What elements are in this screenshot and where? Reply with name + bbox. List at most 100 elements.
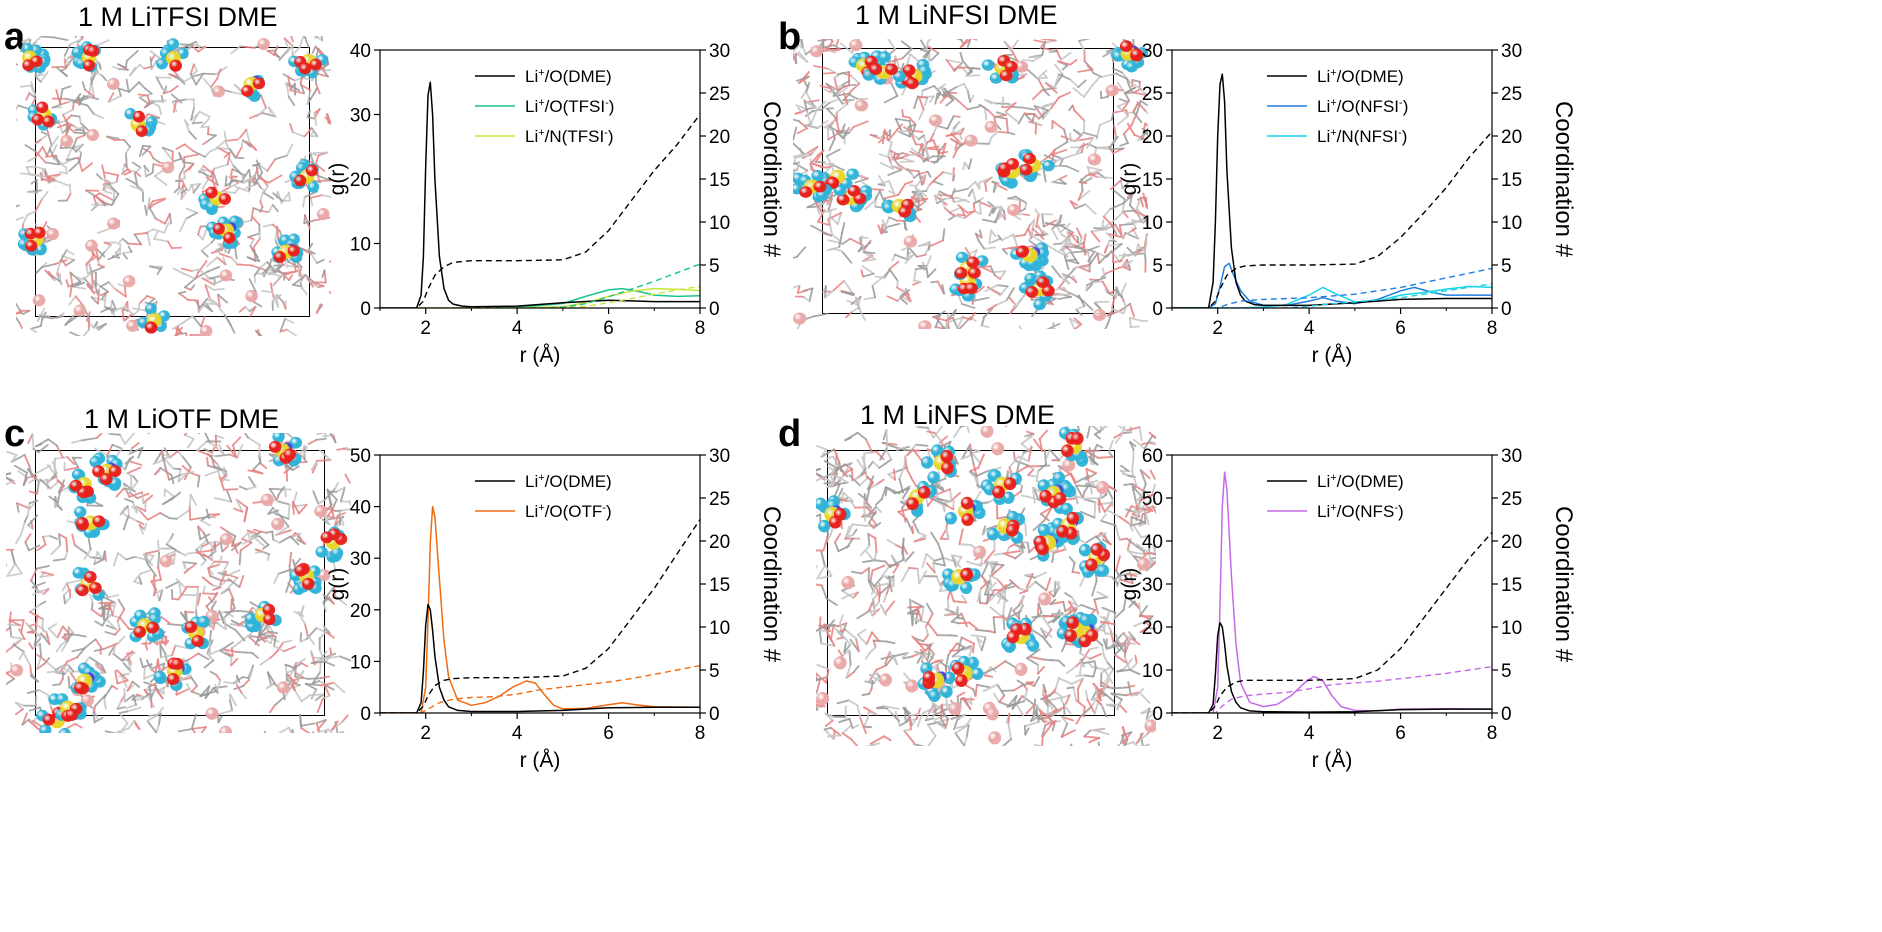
y2-tick-label: 0	[709, 299, 720, 320]
y-axis-label: g(r)	[1118, 163, 1141, 196]
y2-tick-label: 0	[1501, 299, 1512, 320]
legend: Li+/O(DME) Li+/O(TFSI-) Li+/N(TFSI-)	[475, 67, 614, 146]
x-tick-label: 8	[1487, 723, 1498, 744]
solvent-sticks	[6, 433, 351, 733]
y-tick-label: 30	[350, 549, 371, 570]
y-tick-label: 40	[350, 498, 371, 519]
y-tick-label: 20	[1142, 618, 1163, 639]
legend-entry: Li+/O(DME)	[1317, 67, 1404, 86]
y-tick-label: 10	[1142, 661, 1163, 682]
y2-tick-label: 0	[709, 704, 720, 725]
y2-tick-label: 5	[709, 661, 720, 682]
anion-clusters	[793, 40, 1148, 311]
y-tick-label: 20	[350, 170, 371, 191]
plot-frame	[379, 49, 701, 309]
y-axis-label: g(r)	[1118, 568, 1141, 601]
y2-tick-label: 30	[709, 446, 730, 467]
simulation-snapshot-c	[6, 433, 351, 733]
simulation-title-d: 1 M LiNFS DME	[860, 400, 1056, 430]
molecular-render-a	[16, 36, 331, 336]
legend: Li+/O(DME) Li+/O(NFSI-) Li+/N(NFSI-)	[1267, 67, 1408, 146]
coordination-line-2	[1172, 665, 1492, 713]
y-tick-label: 0	[360, 299, 371, 320]
coordination-line-5	[380, 114, 700, 308]
x-tick-label: 4	[512, 723, 523, 744]
y2-tick-label: 25	[709, 84, 730, 105]
y2-tick-label: 10	[709, 618, 730, 639]
y2-axis-label: Coordination #	[1550, 506, 1577, 663]
simulation-snapshot-b	[793, 39, 1148, 329]
y2-tick-label: 30	[1501, 41, 1522, 62]
lithium-ions	[793, 39, 1119, 329]
lithium-ions	[10, 440, 331, 733]
y-tick-label: 15	[1142, 170, 1163, 191]
x-tick-label: 4	[1304, 318, 1315, 339]
y2-axis-label: Coordination #	[758, 506, 785, 663]
y-tick-label: 10	[1142, 213, 1163, 234]
y2-tick-label: 5	[709, 256, 720, 277]
panel-label-a: a	[4, 16, 26, 58]
y2-axis-label: Coordination #	[1550, 101, 1577, 258]
y-tick-label: 10	[350, 235, 371, 256]
panel-label-d: d	[778, 413, 802, 455]
y-tick-label: 0	[1152, 704, 1163, 725]
x-tick-label: 6	[1395, 318, 1406, 339]
y-tick-label: 50	[1142, 489, 1163, 510]
y2-tick-label: 20	[1501, 127, 1522, 148]
y-tick-label: 10	[350, 652, 371, 673]
y-tick-label: 0	[1152, 299, 1163, 320]
y-tick-label: 5	[1152, 256, 1163, 277]
legend-entry: Li+/O(TFSI-)	[525, 97, 614, 116]
anion-clusters	[36, 433, 348, 733]
y-tick-label: 50	[350, 446, 371, 467]
legend-entry: Li+/N(TFSI-)	[525, 127, 614, 146]
rdf-line-1	[1172, 621, 1492, 713]
y2-tick-label: 15	[1501, 170, 1522, 191]
x-axis-label: r (Å)	[1312, 749, 1353, 772]
legend-entry: Li+/O(DME)	[525, 472, 612, 491]
x-axis-label: r (Å)	[520, 344, 561, 367]
y-tick-label: 30	[350, 106, 371, 127]
y2-tick-label: 5	[1501, 256, 1512, 277]
rdf-line-0	[1172, 262, 1492, 308]
x-tick-label: 2	[420, 318, 431, 339]
y-tick-label: 40	[1142, 532, 1163, 553]
y2-tick-label: 30	[709, 41, 730, 62]
legend-entry: Li+/O(DME)	[1317, 472, 1404, 491]
y2-tick-label: 25	[1501, 489, 1522, 510]
y-tick-label: 25	[1142, 84, 1163, 105]
x-tick-label: 6	[603, 318, 614, 339]
x-axis-label: r (Å)	[1312, 344, 1353, 367]
series-group	[380, 505, 700, 713]
y2-tick-label: 25	[709, 489, 730, 510]
y-tick-label: 60	[1142, 446, 1163, 467]
y2-tick-label: 20	[709, 127, 730, 148]
x-tick-label: 2	[1212, 723, 1223, 744]
simulation-title-b: 1 M LiNFSI DME	[855, 0, 1058, 30]
y2-tick-label: 15	[1501, 575, 1522, 596]
y-tick-label: 30	[1142, 41, 1163, 62]
y-axis-label: g(r)	[326, 568, 349, 601]
y2-tick-label: 5	[1501, 661, 1512, 682]
x-tick-label: 8	[695, 318, 706, 339]
x-tick-label: 4	[512, 318, 523, 339]
solvent-sticks	[16, 36, 331, 336]
y2-tick-label: 25	[1501, 84, 1522, 105]
x-tick-label: 8	[1487, 318, 1498, 339]
y-tick-label: 20	[1142, 127, 1163, 148]
molecular-render-d	[816, 426, 1156, 746]
x-axis-label: r (Å)	[520, 749, 561, 772]
y2-tick-label: 10	[709, 213, 730, 234]
legend-entry: Li+/O(DME)	[525, 67, 612, 86]
series-group	[380, 81, 700, 308]
simulation-snapshot-a	[16, 36, 331, 336]
simulation-title-c: 1 M LiOTF DME	[84, 404, 280, 434]
rdf-line-2	[380, 81, 700, 308]
y2-tick-label: 10	[1501, 618, 1522, 639]
x-tick-label: 6	[1395, 723, 1406, 744]
y2-tick-label: 30	[1501, 446, 1522, 467]
